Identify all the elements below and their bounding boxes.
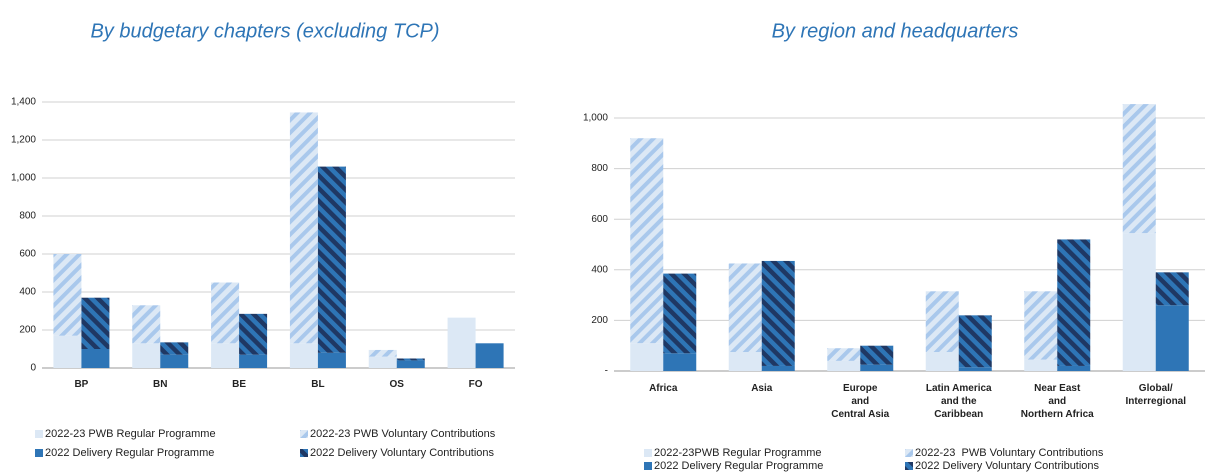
legend-swatch [644, 462, 652, 470]
x-tick-label: Asia [751, 383, 773, 394]
bar [81, 349, 110, 368]
y-tick-label: 800 [591, 163, 608, 174]
bar [1024, 291, 1058, 360]
y-tick-label: 800 [19, 211, 36, 222]
bar [53, 254, 82, 336]
x-tick-label: BL [311, 379, 324, 390]
bar [368, 356, 397, 368]
bar [211, 282, 240, 344]
x-tick-label: Near East and Northern Africa [1021, 383, 1094, 420]
bar [396, 360, 425, 368]
bar [475, 343, 504, 368]
bar [1122, 104, 1156, 234]
bar [239, 313, 268, 355]
bar [368, 349, 397, 357]
x-tick-label: OS [390, 379, 405, 390]
chart-title: By region and headquarters [772, 20, 1019, 42]
legend-label: 2022-23 PWB Regular Programme [45, 428, 216, 440]
bar [925, 352, 959, 371]
y-tick-label: 1,400 [11, 97, 36, 108]
legend-label: 2022 Delivery Voluntary Contributions [310, 447, 495, 459]
legend-swatch [300, 449, 308, 457]
bar [160, 342, 189, 355]
bar [761, 365, 795, 371]
bar [1122, 233, 1156, 371]
x-tick-label: BP [74, 379, 88, 390]
bar [761, 260, 795, 366]
legend-swatch [905, 462, 913, 470]
x-tick-label: FO [469, 379, 483, 390]
bar [317, 352, 346, 368]
bar [239, 354, 268, 368]
legend-label: 2022 Delivery Voluntary Contributions [915, 460, 1100, 472]
chart-title: By budgetary chapters (excluding TCP) [90, 20, 439, 42]
y-tick-label: 200 [19, 325, 36, 336]
bar [630, 138, 664, 344]
bar [447, 317, 476, 368]
y-tick-label: 1,000 [11, 173, 36, 184]
bar [958, 367, 992, 371]
x-tick-label: BE [232, 379, 246, 390]
bar [132, 343, 161, 368]
x-tick-label: Latin America and the Caribbean [926, 383, 992, 420]
y-tick-label: - [605, 366, 608, 377]
y-tick-label: 400 [591, 264, 608, 275]
legend-label: 2022-23 PWB Voluntary Contributions [915, 447, 1104, 459]
bar [53, 335, 82, 368]
bar [1155, 272, 1189, 306]
bar [289, 112, 318, 344]
x-tick-label: Global/Interregional [1125, 383, 1186, 407]
bar [132, 305, 161, 344]
x-tick-label: BN [153, 379, 167, 390]
y-tick-label: 600 [591, 214, 608, 225]
bar [1057, 239, 1091, 366]
bar [1024, 359, 1058, 371]
bar [211, 343, 240, 368]
legend-swatch [35, 449, 43, 457]
bar [1155, 305, 1189, 371]
y-tick-label: 1,000 [583, 113, 608, 124]
y-tick-label: 400 [19, 287, 36, 298]
y-tick-label: 200 [591, 315, 608, 326]
y-tick-label: 1,200 [11, 135, 36, 146]
y-tick-label: 600 [19, 249, 36, 260]
bar [1057, 365, 1091, 371]
bar [958, 315, 992, 368]
bar [317, 166, 346, 353]
legend-swatch [905, 449, 913, 457]
legend-label: 2022-23 PWB Voluntary Contributions [310, 428, 496, 440]
bar [663, 353, 697, 371]
bar [860, 345, 894, 365]
legend-label: 2022 Delivery Regular Programme [654, 460, 823, 472]
bar [663, 273, 697, 354]
bar [81, 297, 110, 349]
bar [827, 348, 861, 361]
x-tick-label: Africa [649, 383, 678, 394]
bar [630, 343, 664, 371]
bar [728, 263, 762, 353]
bar [827, 360, 861, 371]
bar [160, 354, 189, 368]
bar [728, 352, 762, 371]
legend-label: 2022 Delivery Regular Programme [45, 447, 214, 459]
legend-swatch [300, 430, 308, 438]
x-tick-label: Europe and Central Asia [831, 383, 889, 420]
bar [860, 364, 894, 371]
legend-label: 2022-23PWB Regular Programme [654, 447, 822, 459]
bar [289, 343, 318, 368]
bar [925, 291, 959, 353]
legend-swatch [644, 449, 652, 457]
y-tick-label: 0 [30, 363, 36, 374]
legend-swatch [35, 430, 43, 438]
bar [396, 358, 425, 361]
